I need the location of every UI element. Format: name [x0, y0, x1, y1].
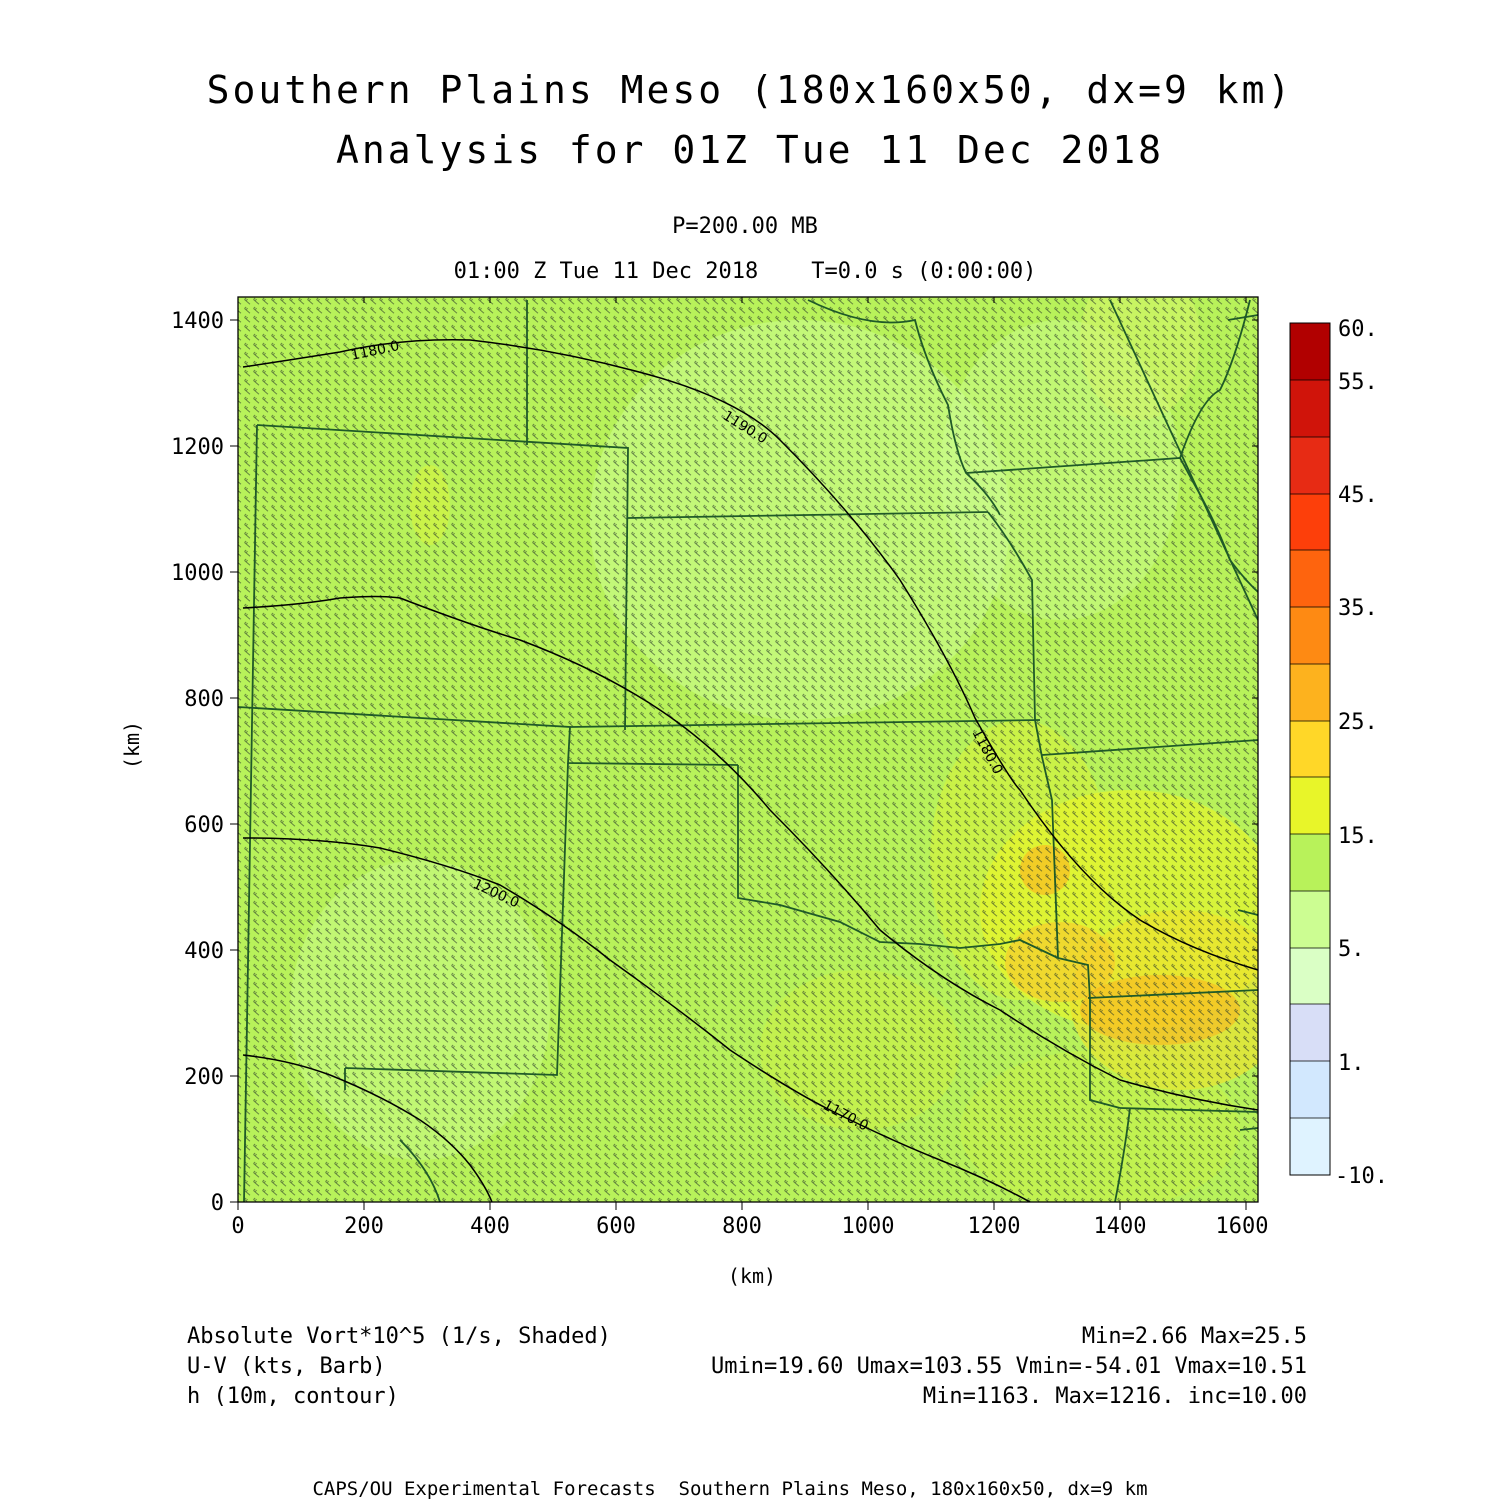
colorbar-swatch — [1290, 834, 1330, 891]
colorbar-label: 45. — [1338, 483, 1378, 508]
credit-line: CAPS/OU Experimental Forecasts Southern … — [312, 1478, 1148, 1500]
footer-stats-shaded: Min=2.66 Max=25.5 — [1081, 1324, 1307, 1349]
y-tick-label: 800 — [184, 687, 224, 712]
colorbar-swatch — [1290, 891, 1330, 948]
y-tick-label: 1200 — [171, 435, 224, 460]
x-axis-tick-labels: 0 200 400 600 800 1000 1200 1400 1600 (k… — [231, 1214, 1268, 1288]
colorbar-swatch — [1290, 777, 1330, 834]
colorbar-swatch — [1290, 664, 1330, 721]
colorbar-swatch — [1290, 1061, 1330, 1118]
footer-stats-barb: Umin=19.60 Umax=103.55 Vmin=-54.01 Vmax=… — [710, 1354, 1307, 1379]
plot-frame — [237, 296, 1259, 1203]
colorbar-label: 1. — [1338, 1051, 1365, 1076]
y-axis-tick-labels: 0 200 400 600 800 1000 1200 1400 (km) — [120, 309, 224, 1216]
colorbar-swatch — [1290, 607, 1330, 664]
colorbar-swatch — [1290, 1004, 1330, 1061]
y-tick-label: 400 — [184, 939, 224, 964]
colorbar-swatch — [1290, 380, 1330, 437]
footer-field-barb: U-V (kts, Barb) — [187, 1354, 386, 1379]
x-tick-label: 1400 — [1094, 1214, 1147, 1239]
vorticity-shading — [238, 297, 1258, 1202]
colorbar-label: 25. — [1338, 710, 1378, 735]
colorbar-swatch — [1290, 1118, 1330, 1175]
state-boundaries — [238, 299, 1258, 1202]
footer-field-shaded: Absolute Vort*10^5 (1/s, Shaded) — [187, 1324, 611, 1349]
x-tick-label: 400 — [470, 1214, 510, 1239]
x-tick-label: 800 — [722, 1214, 762, 1239]
colorbar-label: 5. — [1338, 937, 1365, 962]
pressure-level-label: P=200.00 MB — [672, 214, 818, 239]
x-tick-label: 1600 — [1216, 1214, 1269, 1239]
colorbar-swatch — [1290, 550, 1330, 607]
y-tick-label: 200 — [184, 1065, 224, 1090]
y-tick-label: 0 — [211, 1191, 224, 1216]
colorbar-labels: 60. 55. 45. 35. 25. 15. 5. 1. -10. — [1335, 317, 1388, 1189]
colorbar-swatch — [1290, 721, 1330, 777]
x-tick-label: 1200 — [968, 1214, 1021, 1239]
colorbar-label: 15. — [1338, 824, 1378, 849]
colorbar-label: 60. — [1338, 317, 1378, 342]
colorbar-label: 35. — [1338, 596, 1378, 621]
footer-stats-contour: Min=1163. Max=1216. inc=10.00 — [922, 1384, 1307, 1409]
map-title-line1: Southern Plains Meso (180x160x50, dx=9 k… — [206, 68, 1294, 112]
y-tick-label: 600 — [184, 813, 224, 838]
colorbar — [1289, 322, 1331, 1176]
footer-field-contour: h (10m, contour) — [187, 1384, 399, 1409]
x-axis — [237, 297, 1247, 1210]
x-tick-label: 600 — [596, 1214, 636, 1239]
colorbar-swatch — [1290, 948, 1330, 1004]
y-tick-label: 1400 — [171, 309, 224, 334]
colorbar-swatch — [1290, 323, 1330, 380]
y-tick-label: 1000 — [171, 561, 224, 586]
colorbar-label: 55. — [1338, 370, 1378, 395]
x-tick-label: 0 — [231, 1214, 244, 1239]
y-axis — [230, 319, 1258, 1203]
map-title-line2: Analysis for 01Z Tue 11 Dec 2018 — [335, 128, 1165, 172]
height-contours — [242, 339, 1258, 1202]
colorbar-swatch — [1290, 494, 1330, 550]
x-axis-label: (km) — [728, 1264, 776, 1288]
colorbar-label: -10. — [1335, 1164, 1388, 1189]
x-tick-label: 200 — [344, 1214, 384, 1239]
valid-time-label: 01:00 Z Tue 11 Dec 2018 T=0.0 s (0:00:00… — [453, 259, 1037, 284]
y-axis-label: (km) — [120, 721, 144, 769]
x-tick-label: 1000 — [842, 1214, 895, 1239]
colorbar-swatch — [1290, 437, 1330, 494]
